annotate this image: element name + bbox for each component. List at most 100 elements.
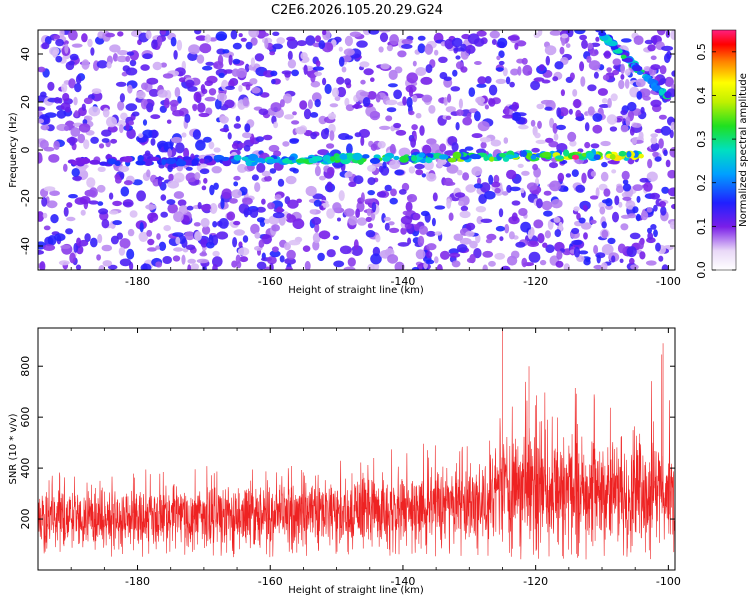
spectrogram-cell [248,30,260,38]
snr-x-axis-label: Height of straight line (km) [288,585,424,596]
spectrogram-cell [584,141,591,149]
spectrogram-cell [400,227,407,235]
spectrogram-cell [367,91,377,100]
spectrogram-x-ticks: -180 -160 -140 -120 -100 [37,30,681,288]
spectrogram-cell [231,142,240,150]
spectrogram-cell [74,83,82,93]
spectrogram-cell [417,43,426,54]
spectrogram-y-ticks: -40 -20 0 20 40 [19,47,675,255]
spectrogram-cell [279,99,285,108]
spectrogram-cell [539,259,547,266]
spectrogram-cell [239,256,249,263]
spectrogram-cell [54,233,66,242]
spectrogram-cell [444,38,454,50]
spectrogram-cell [469,240,478,249]
spectrogram-cell [38,106,46,111]
spectrogram-cell [157,89,168,98]
spectrogram-cell [406,194,418,203]
spectrogram-cell [195,35,208,41]
spectrogram-cell [477,76,487,85]
spectrogram-cell [502,114,514,119]
spectrogram-cell [203,177,208,184]
spectrogram-cell [402,96,407,106]
spectrogram-cell [78,123,91,133]
spectrogram-cell [329,130,335,141]
spectrogram-cell [272,212,285,219]
spectrogram-cell [407,237,412,245]
spectrogram-cell [650,99,662,108]
spectrogram-cell [88,106,101,117]
spectrogram-cell [279,255,285,263]
spectrogram-cell [621,170,630,181]
spectrogram-cell [379,32,389,43]
colorbar-ticks: 0.0 0.1 0.2 0.3 0.4 0.5 [695,43,736,279]
spectrogram-cell [535,139,547,144]
spectrogram-cell [326,208,335,219]
spectrogram-cell [151,39,158,50]
spectrogram-cell [163,97,170,109]
spectrogram-trace-cell [598,31,607,37]
spectrogram-cell [175,142,185,154]
spectrogram-cell [88,187,98,198]
spectrogram-cell [322,30,327,36]
spectrogram-cell [263,218,270,224]
spectrogram-cell [271,246,279,253]
spectrogram-cell [636,91,643,100]
spectrogram-cell [338,56,345,67]
spectrogram-cell [101,244,113,252]
spectrogram-cell [254,53,265,62]
spectrogram-cell [388,221,395,226]
spectrogram-cell [411,124,418,131]
spectrogram-cell [49,190,60,196]
spectrogram-cell [380,63,390,70]
spectrogram-cell [155,261,163,268]
spectrogram-cell [326,181,333,192]
spectrogram-cell [574,30,586,35]
spectrogram-cell [448,212,454,221]
spectrogram-cell [543,210,553,217]
spectrogram-cell [272,31,280,36]
spectrogram-cell [261,198,266,205]
spectrogram-cell [548,141,559,148]
spectrogram-cell [66,202,73,208]
spectrogram-cell [229,198,238,204]
spectrogram-cell [497,37,508,49]
spectrogram-cell [653,204,658,212]
spectrogram-cell [44,112,57,118]
spectrogram-cell [393,89,402,100]
spectrogram-cell [671,84,675,90]
spectrogram-cell [460,205,469,212]
spectrogram-cell [443,76,452,82]
spectrogram-y-tick-label: 40 [19,47,32,61]
spectrogram-trace-cell [221,156,229,162]
spectrogram-cell [507,35,520,41]
spectrogram-cell [506,184,512,193]
spectrogram-cell [63,163,68,172]
spectrogram-cell [295,126,307,135]
spectrogram-cell [318,40,326,50]
spectrogram-cell [550,199,563,209]
spectrogram-cell [258,108,269,116]
spectrogram-trace-cell [425,157,433,164]
spectrogram-cell [581,39,588,49]
spectrogram-cell [212,264,218,270]
spectrogram-cell [473,248,482,259]
spectrogram-trace-cell [191,158,199,166]
spectrogram-cell [240,37,247,42]
spectrogram-cell [273,121,279,129]
spectrogram-cell [122,199,134,208]
spectrogram-cell [188,44,201,55]
spectrogram-cell [408,166,416,174]
spectrogram-cell [313,199,322,207]
spectrogram-cell [598,201,606,209]
spectrogram-cell [172,232,184,237]
spectrogram-cell [83,97,93,105]
spectrogram-cell [58,260,70,266]
spectrogram-cell [258,239,265,248]
spectrogram-cell [394,169,405,176]
spectrogram-cell [387,83,398,88]
spectrogram-cell [68,78,76,89]
spectrogram-cell [197,202,202,210]
spectrogram-cell [515,241,526,248]
spectrogram-cell [367,223,373,229]
